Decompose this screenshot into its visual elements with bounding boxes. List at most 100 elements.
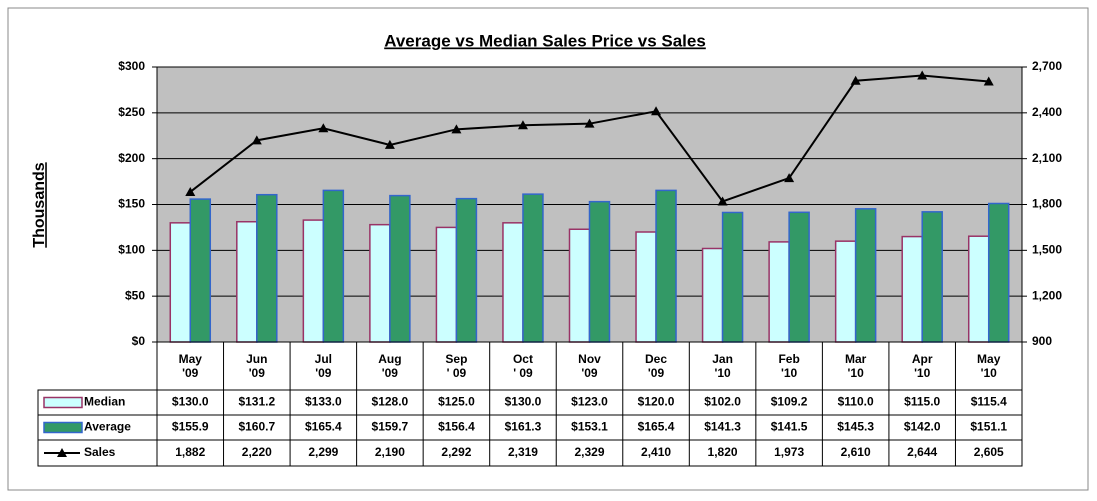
table-value: $109.2	[771, 395, 808, 409]
bar	[169, 222, 192, 343]
table-value: $165.4	[305, 420, 342, 434]
table-value: $131.2	[238, 395, 275, 409]
table-value: $123.0	[571, 395, 608, 409]
marker	[717, 196, 728, 206]
bar	[854, 208, 877, 343]
x-tick-label: May '09	[179, 352, 203, 380]
y-tick-label: $150	[118, 197, 145, 211]
y-axis-label: Thousands	[31, 162, 48, 247]
table-value: 1,820	[708, 445, 738, 459]
table-value: $115.4	[971, 395, 1007, 409]
marker	[983, 76, 994, 86]
table-value: 2,605	[974, 445, 1004, 459]
marker	[185, 186, 196, 196]
bar	[435, 226, 458, 343]
y-tick-label: $200	[118, 151, 145, 165]
x-tick-label: Mar '10	[845, 352, 867, 380]
table-value: $151.1	[970, 420, 1007, 434]
y-tick-label: $300	[118, 59, 145, 73]
marker	[251, 135, 262, 145]
bar	[302, 219, 325, 343]
table-value: $155.9	[172, 420, 209, 434]
bar	[655, 189, 677, 343]
x-tick-label: Jul '09	[315, 352, 332, 380]
table-value: $156.4	[438, 420, 475, 434]
bar	[322, 189, 345, 343]
table-value: $110.0	[838, 395, 874, 409]
x-tick-label: Nov '09	[578, 352, 601, 380]
x-tick-label: Apr '10	[912, 352, 933, 380]
marker	[584, 118, 595, 128]
y-tick-label: $50	[125, 288, 145, 302]
table-value: 1,973	[774, 445, 804, 459]
table-value: 2,292	[441, 445, 471, 459]
table-value: 2,329	[574, 445, 604, 459]
bar	[455, 197, 478, 343]
y-tick-label: $0	[132, 334, 146, 348]
table-value: $115.0	[904, 395, 940, 409]
marker	[517, 120, 528, 130]
x-tick-label: Feb '10	[778, 352, 799, 380]
table-value: $125.0	[438, 395, 475, 409]
table-value: 2,410	[641, 445, 671, 459]
bar	[189, 198, 212, 343]
bar	[921, 211, 943, 343]
bar	[236, 220, 258, 343]
y2-tick-label: 1,500	[1032, 243, 1062, 257]
bar	[701, 247, 724, 343]
bar	[768, 241, 790, 343]
table-value: 2,644	[907, 445, 937, 459]
table-value: $141.5	[771, 420, 808, 434]
bar	[256, 193, 278, 343]
table-value: $133.0	[305, 395, 342, 409]
x-tick-label: Dec '09	[645, 352, 667, 380]
legend-key	[57, 448, 67, 457]
y2-tick-label: 900	[1032, 334, 1052, 348]
y2-tick-label: 2,400	[1032, 105, 1062, 119]
legend-key	[43, 396, 83, 409]
bar	[987, 202, 1010, 343]
chart-title: Average vs Median Sales Price vs Sales	[384, 31, 706, 50]
y2-tick-label: 1,200	[1032, 288, 1062, 302]
x-tick-label: Oct ' 09	[513, 352, 533, 380]
bar	[834, 240, 857, 343]
legend-label: Sales	[84, 445, 116, 459]
x-tick-label: May '10	[977, 352, 1001, 380]
table-value: $128.0	[372, 395, 409, 409]
y2-tick-label: 2,100	[1032, 151, 1062, 165]
table-value: $159.7	[372, 420, 409, 434]
table-value: $130.0	[172, 395, 209, 409]
bar	[588, 200, 611, 343]
marker	[318, 123, 329, 133]
y2-tick-label: 2,700	[1032, 59, 1062, 73]
table-value: 2,299	[308, 445, 338, 459]
bar	[788, 211, 810, 343]
bar	[901, 235, 923, 343]
table-value: 2,190	[375, 445, 405, 459]
bar	[635, 231, 657, 343]
table-value: $165.4	[638, 420, 675, 434]
table-value: $142.0	[904, 420, 941, 434]
marker	[451, 124, 462, 134]
table-value: 2,220	[242, 445, 272, 459]
marker	[850, 75, 861, 85]
y-tick-label: $250	[118, 105, 145, 119]
bar	[568, 228, 591, 343]
bar	[369, 223, 391, 343]
bar	[967, 235, 990, 343]
legend-label: Median	[84, 395, 125, 409]
x-tick-label: Sep ' 09	[445, 352, 467, 380]
table-value: $161.3	[505, 420, 542, 434]
bar	[502, 222, 524, 343]
table-value: 2,319	[508, 445, 538, 459]
marker	[651, 106, 662, 116]
bar	[522, 193, 544, 343]
marker	[917, 70, 928, 80]
table-value: $153.1	[571, 420, 608, 434]
bar	[389, 194, 411, 343]
x-tick-label: Jun '09	[246, 352, 267, 380]
marker	[784, 173, 795, 183]
legend-label: Average	[84, 420, 131, 434]
table-value: $130.0	[505, 395, 542, 409]
y2-tick-label: 1,800	[1032, 197, 1062, 211]
